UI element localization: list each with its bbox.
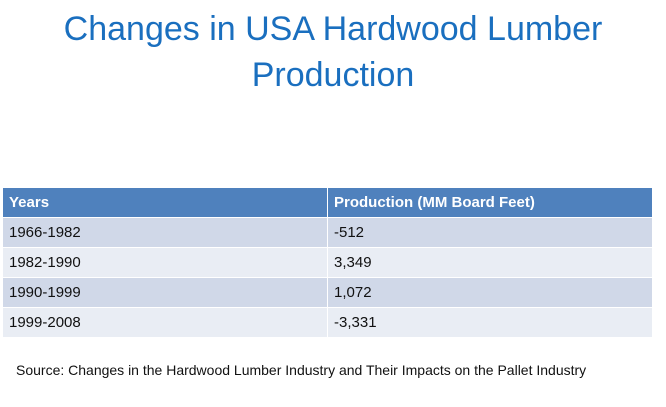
slide-title-line-1: Changes in USA Hardwood Lumber [63,10,603,48]
cell-production: 3,349 [327,247,652,278]
column-header-production: Production (MM Board Feet) [327,188,652,218]
column-header-years: Years [3,188,328,218]
cell-production: 1,072 [327,277,652,308]
table-row: 1966-1982 -512 [3,217,652,248]
table-row: 1990-1999 1,072 [3,277,652,308]
cell-production: -512 [327,217,652,248]
table-row: 1999-2008 -3,331 [3,307,652,337]
slide-title-line-2: Production [251,56,415,94]
table-row: 1982-1990 3,349 [3,247,652,278]
cell-years: 1966-1982 [3,217,328,248]
table-header-row: Years Production (MM Board Feet) [3,188,652,218]
cell-years: 1990-1999 [3,277,328,308]
cell-years: 1982-1990 [3,247,328,278]
production-table: Years Production (MM Board Feet) 1966-19… [3,188,652,337]
source-note: Source: Changes in the Hardwood Lumber I… [16,362,587,378]
cell-production: -3,331 [327,307,652,337]
cell-years: 1999-2008 [3,307,328,337]
slide-title: Changes in USA Hardwood Lumber Productio… [0,6,666,98]
